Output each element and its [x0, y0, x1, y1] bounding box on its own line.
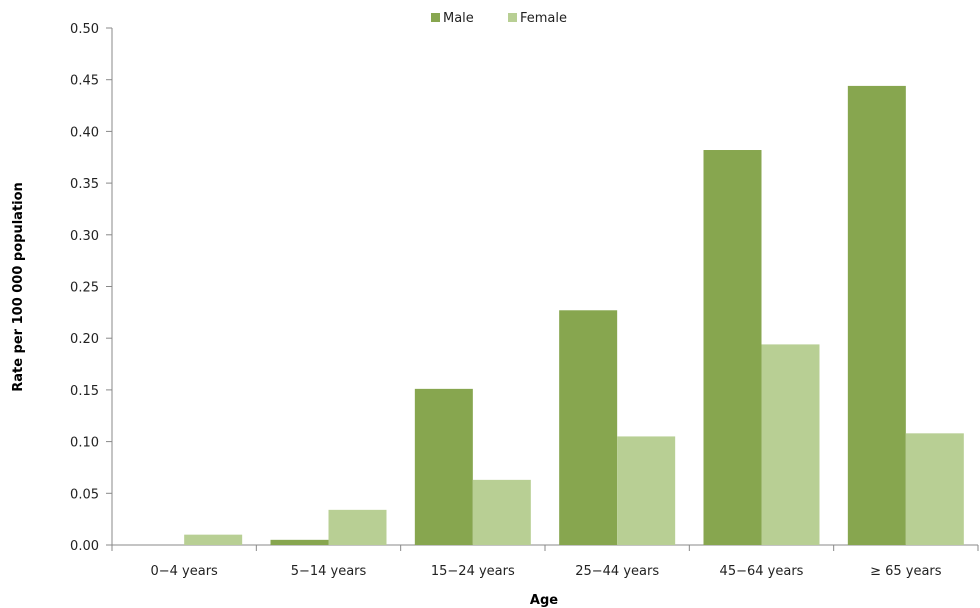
bar-female-3 — [617, 436, 676, 545]
y-tick-label: 0.20 — [70, 332, 99, 347]
y-axis-title: Rate per 100 000 population — [11, 182, 26, 392]
x-axis-title: Age — [530, 593, 558, 608]
legend: Male Female — [431, 11, 567, 26]
y-tick-label: 0.15 — [70, 384, 99, 399]
legend-label-female: Female — [520, 11, 567, 26]
legend-swatch-female — [508, 13, 517, 22]
y-tick-label: 0.10 — [70, 436, 99, 451]
y-tick-label: 0.30 — [70, 229, 99, 244]
y-tick-label: 0.50 — [70, 22, 99, 37]
bar-female-4 — [761, 344, 820, 545]
legend-swatch-male — [431, 13, 440, 22]
y-tick-label: 0.00 — [70, 539, 99, 554]
bar-female-2 — [472, 479, 531, 545]
y-axis: 0.00 0.05 0.10 0.15 0.20 0.25 0.30 0.35 0.40 0.45… — [70, 22, 113, 554]
bar-male-4 — [703, 150, 762, 545]
bars-group — [184, 85, 964, 546]
x-tick-label: 0−4 years — [150, 564, 218, 579]
y-tick-label: 0.45 — [70, 74, 99, 89]
legend-label-male: Male — [443, 11, 474, 26]
x-tick-label: 15−24 years — [431, 564, 515, 579]
bar-male-1 — [270, 539, 329, 545]
y-tick-label: 0.40 — [70, 125, 99, 140]
x-tick-label: ≥ 65 years — [870, 564, 942, 579]
y-tick-label: 0.05 — [70, 487, 99, 502]
x-tick-label: 25−44 years — [575, 564, 659, 579]
bar-female-1 — [328, 509, 387, 545]
bar-female-5 — [905, 433, 964, 545]
bar-male-2 — [414, 388, 473, 545]
x-tick-label: 45−64 years — [720, 564, 804, 579]
bar-male-5 — [847, 85, 906, 546]
x-axis: 0−4 years 5−14 years 15−24 years 25−44 year… — [111, 544, 979, 579]
bar-female-0 — [184, 534, 243, 545]
y-tick-label: 0.35 — [70, 177, 99, 192]
bar-male-3 — [559, 310, 618, 545]
x-tick-label: 5−14 years — [291, 564, 367, 579]
y-tick-label: 0.25 — [70, 281, 99, 296]
